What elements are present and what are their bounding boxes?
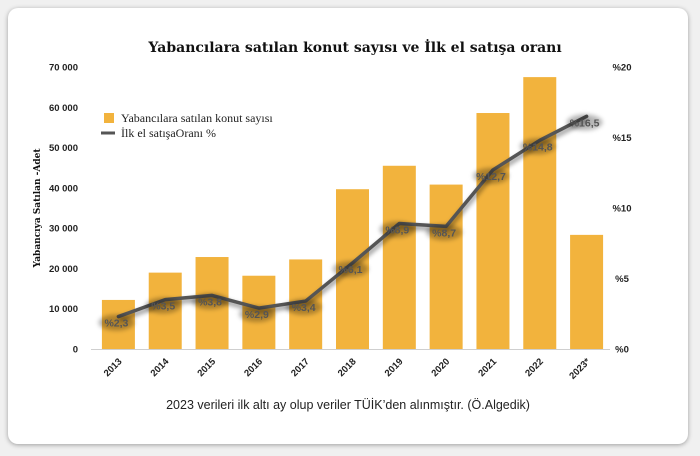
y-tick-label: 50 000 [49, 143, 78, 154]
x-tick-label: 2019 [383, 356, 406, 379]
data-label: %8,9 [385, 225, 409, 237]
x-tick-label: 2021 [476, 356, 499, 379]
x-tick-label: 2016 [242, 356, 265, 379]
bar [382, 165, 416, 349]
x-tick-label: 2023* [567, 356, 593, 382]
data-label-glow [426, 224, 463, 241]
x-tick-label: 2013 [102, 356, 125, 379]
legend-bar-swatch [104, 113, 114, 123]
y-axis-label: Yabancıya Satılan -Adet [33, 148, 43, 269]
data-label-glow [285, 299, 322, 316]
data-label: %2,3 [104, 318, 128, 330]
y2-tick-label: %10 [612, 204, 631, 215]
data-label-glow [192, 293, 229, 310]
data-label: %16,5 [570, 117, 600, 129]
x-tick-label: 2020 [430, 356, 453, 379]
data-label: %6,1 [339, 264, 363, 276]
y2-tick-label: %0 [615, 345, 629, 356]
bar [429, 184, 463, 349]
bar [523, 77, 557, 349]
y-tick-label: 60 000 [49, 103, 78, 114]
data-label: %3,8 [198, 296, 222, 308]
data-label-glow [566, 114, 603, 131]
data-label-glow [238, 306, 275, 323]
x-tick-label: 2018 [336, 356, 359, 379]
data-label-glow [145, 297, 182, 314]
x-tick-label: 2015 [195, 356, 218, 379]
y-tick-label: 10 000 [49, 304, 78, 315]
data-label-glow [472, 167, 509, 184]
chart-title: Yabancılara satılan konut sayısı ve İlk … [147, 37, 561, 56]
y-tick-label: 30 000 [49, 224, 78, 235]
data-label: %14,8 [523, 141, 553, 153]
data-label-glow [379, 221, 416, 238]
x-tick-label: 2014 [149, 356, 172, 379]
legend-bar-label: Yabancılara satılan konut sayısı [121, 111, 273, 125]
data-label: %2,9 [245, 309, 269, 321]
footnote: 2023 verileri ilk altı ay olup veriler T… [166, 398, 530, 412]
y-tick-label: 40 000 [49, 183, 78, 194]
data-label-glow [98, 314, 135, 331]
bar [476, 113, 510, 349]
y-tick-label: 20 000 [49, 264, 78, 275]
legend-line-label: İlk el satışaOranı % [121, 126, 216, 140]
data-label-glow [332, 260, 369, 277]
data-label: %12,7 [476, 171, 506, 183]
data-label-glow [519, 138, 556, 155]
y2-tick-label: %20 [612, 63, 631, 74]
data-label: %3,5 [151, 301, 175, 313]
y-tick-label: 0 [73, 345, 78, 356]
x-tick-label: 2022 [523, 356, 546, 379]
y-tick-label: 70 000 [49, 63, 78, 74]
y2-tick-label: %5 [615, 274, 629, 285]
x-tick-label: 2017 [289, 356, 312, 379]
data-label: %8,7 [432, 227, 456, 239]
data-label: %3,4 [292, 302, 316, 314]
y2-tick-label: %15 [612, 133, 632, 144]
bar [570, 234, 604, 349]
